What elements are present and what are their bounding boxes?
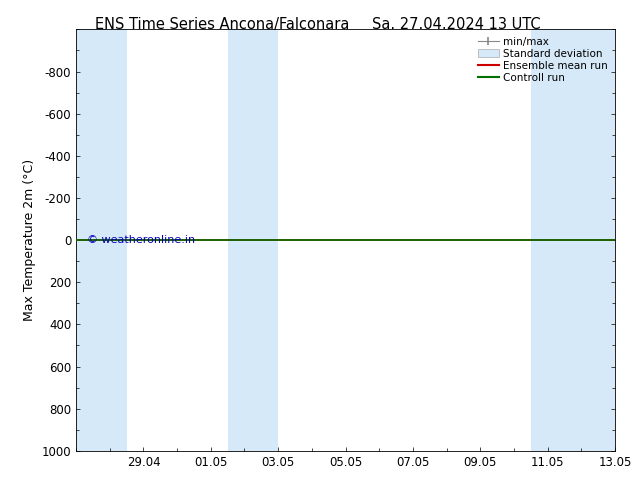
Text: Sa. 27.04.2024 13 UTC: Sa. 27.04.2024 13 UTC: [372, 17, 541, 32]
Y-axis label: Max Temperature 2m (°C): Max Temperature 2m (°C): [23, 159, 36, 321]
Text: ENS Time Series Ancona/Falconara: ENS Time Series Ancona/Falconara: [94, 17, 349, 32]
Bar: [531, 29, 615, 451]
Bar: [76, 29, 127, 451]
Legend: min/max, Standard deviation, Ensemble mean run, Controll run: min/max, Standard deviation, Ensemble me…: [476, 35, 610, 85]
Bar: [228, 29, 278, 451]
Text: © weatheronline.in: © weatheronline.in: [87, 235, 195, 245]
